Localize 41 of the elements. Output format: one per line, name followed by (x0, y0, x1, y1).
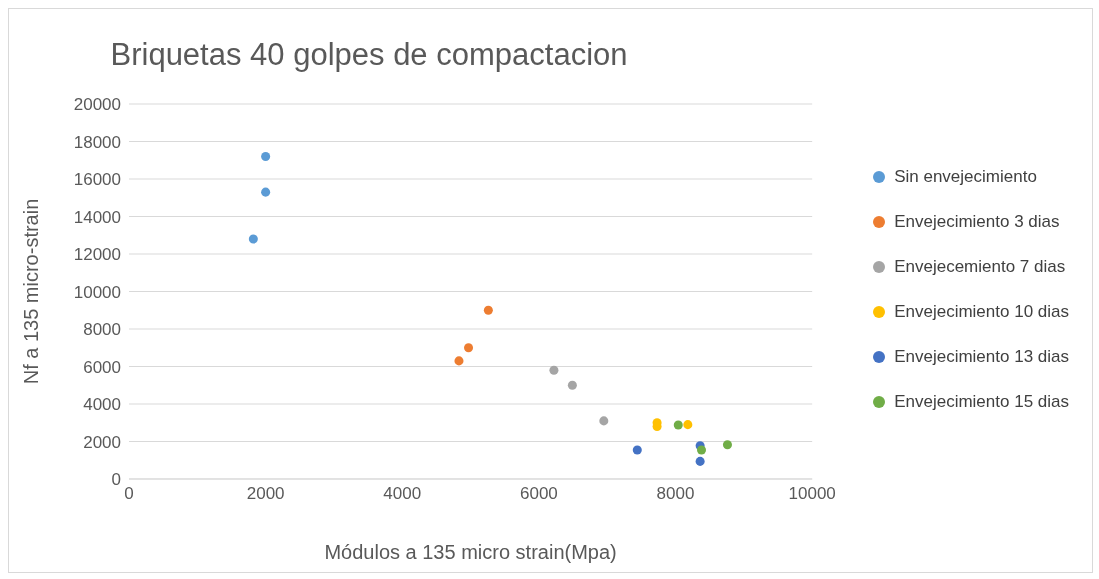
x-tick-label: 6000 (519, 484, 558, 504)
x-tick-label: 0 (124, 484, 134, 504)
legend-label: Envejecimiento 15 dias (894, 391, 1069, 412)
point (248, 234, 258, 244)
point (464, 343, 474, 353)
point (549, 365, 559, 375)
y-axis-title: Nf a 135 micro-strain (20, 198, 43, 385)
point (599, 416, 609, 426)
y-tick-label: 12000 (73, 245, 121, 265)
y-tick-label: 18000 (73, 132, 121, 152)
x-tick-label: 10000 (788, 484, 836, 504)
point (567, 380, 577, 390)
point (483, 305, 493, 315)
legend-label: Sin envejecimiento (894, 166, 1037, 187)
point (696, 445, 707, 455)
y-tick-label: 10000 (73, 282, 121, 302)
y-tick-label: 16000 (73, 170, 121, 190)
x-axis-title: Módulos a 135 micro strain(Mpa) (324, 541, 617, 563)
point (695, 456, 705, 466)
legend-label: Envejecimiento 13 dias (894, 346, 1069, 367)
y-tick-label: 2000 (83, 432, 121, 452)
legend-label: Envejecimiento 3 dias (894, 211, 1060, 232)
chart-title: Briquetas 40 golpes de compactacion (109, 37, 629, 73)
x-tick-label: 2000 (246, 484, 285, 504)
y-tick-label: 14000 (73, 207, 121, 227)
x-tick-label: 4000 (383, 484, 422, 504)
point (261, 187, 271, 197)
legend-label: Envejecimiento 10 dias (894, 301, 1069, 322)
x-tick-label: 8000 (656, 484, 695, 504)
y-tick-label: 4000 (83, 395, 121, 415)
point (673, 420, 683, 430)
point (632, 445, 642, 455)
y-tick-label: 6000 (83, 357, 121, 377)
point (722, 440, 732, 450)
y-tick-label: 0 (111, 470, 121, 490)
legend-label: Envejecemiento 7 dias (894, 256, 1066, 277)
point (261, 151, 271, 162)
point (683, 420, 693, 430)
y-tick-label: 20000 (73, 95, 121, 115)
point (454, 356, 464, 366)
y-tick-label: 8000 (83, 320, 121, 340)
